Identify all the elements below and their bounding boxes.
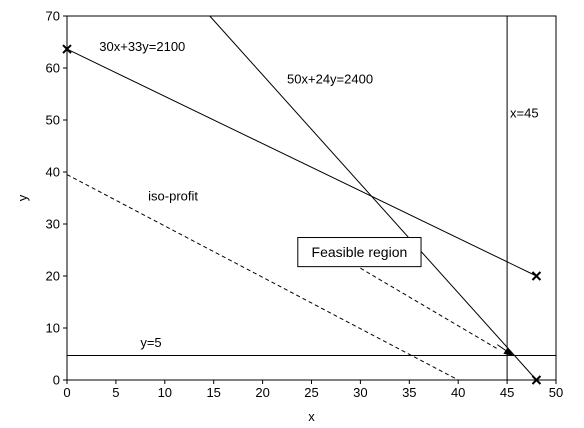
callout: Feasible region (297, 237, 514, 357)
x-tick-label: 20 (255, 385, 269, 400)
x-tick-label: 50 (549, 385, 563, 400)
y-tick-label: 20 (46, 269, 60, 284)
x-tick-label: 35 (402, 385, 416, 400)
dashed-line-5 (360, 267, 498, 350)
y-tick-label: 10 (46, 321, 60, 336)
y-tick-label: 40 (46, 165, 60, 180)
annotation-label-1: 50x+24y=2400 (287, 72, 373, 87)
y-tick-label: 60 (46, 61, 60, 76)
x-tick-label: 45 (500, 385, 514, 400)
y-tick-label: 70 (46, 9, 60, 24)
constraint-line-1 (209, 15, 537, 381)
annotation-label-2: x=45 (510, 105, 539, 120)
callout-arrow (497, 344, 514, 357)
plot-frame (66, 15, 557, 381)
x-marker-1 (531, 271, 542, 281)
x-tick-label: 5 (112, 385, 119, 400)
y-axis: 0 10 20 30 40 50 60 70 (46, 9, 67, 388)
constraint-line-0 (66, 48, 537, 277)
annotation-label-0: 30x+33y=2100 (99, 39, 185, 54)
annotation-layer: 30x+33y=2100 50x+24y=2400 x=45 iso-profit y=… (99, 39, 538, 350)
y-axis-title: y (15, 194, 30, 201)
annotation-label-3: iso-profit (148, 189, 198, 204)
x-axis-title: x (308, 409, 315, 424)
x-tick-label: 30 (353, 385, 367, 400)
series-layer (66, 15, 556, 381)
x-axis: 0 5 10 15 20 25 30 35 40 45 50 (63, 380, 563, 400)
y-tick-label: 30 (46, 217, 60, 232)
marker-layer (62, 44, 542, 385)
dashed-line-4 (66, 174, 459, 381)
callout-label: Feasible region (312, 244, 408, 260)
x-tick-label: 15 (206, 385, 220, 400)
y-tick-label: 50 (46, 113, 60, 128)
callout-box (297, 237, 422, 268)
y-tick-label: 0 (53, 373, 60, 388)
x-tick-label: 0 (63, 385, 70, 400)
x-tick-label: 25 (304, 385, 318, 400)
annotation-label-4: y=5 (140, 335, 161, 350)
x-tick-label: 40 (451, 385, 465, 400)
x-tick-label: 10 (158, 385, 172, 400)
